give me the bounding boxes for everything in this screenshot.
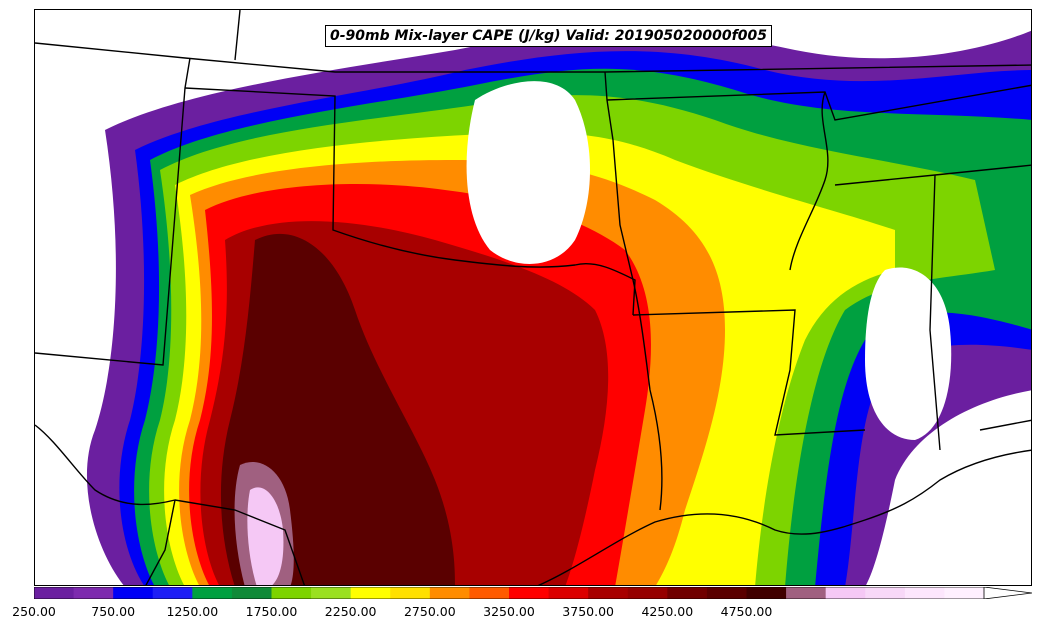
colorbar-segment: [627, 587, 668, 599]
colorbar: [34, 587, 1032, 599]
colorbar-segment: [390, 587, 431, 599]
colorbar-segment: [825, 587, 866, 599]
colorbar-segment: [34, 587, 75, 599]
colorbar-segment: [271, 587, 312, 599]
colorbar-segment: [469, 587, 510, 599]
colorbar-extend-triangle: [983, 587, 1032, 599]
colorbar-segment: [429, 587, 470, 599]
colorbar-segment: [192, 587, 233, 599]
colorbar-segment: [588, 587, 629, 599]
colorbar-tick-label: 2750.00: [403, 604, 456, 619]
low-cape-region-ar: [865, 267, 952, 440]
colorbar-segment: [231, 587, 272, 599]
colorbar-tick-label: 750.00: [91, 604, 136, 619]
cape-contours: [86, 30, 1031, 585]
colorbar-tick-labels: 250.00 750.00 1250.00 1750.00 2250.00 2750.00…: [0, 604, 1042, 624]
colorbar-segment: [904, 587, 945, 599]
colorbar-tick-label: 3250.00: [483, 604, 535, 619]
colorbar-tick-label: 250.00: [12, 604, 56, 619]
colorbar-segment: [311, 587, 352, 599]
colorbar-segment: [746, 587, 787, 599]
colorbar-segment: [865, 587, 906, 599]
cape-map: 0-90mb Mix-layer CAPE (J/kg) Valid: 2019…: [34, 9, 1032, 586]
colorbar-segment: [667, 587, 708, 599]
state-boundaries: [35, 10, 1031, 585]
colorbar-segment: [73, 587, 114, 599]
colorbar-segment: [548, 587, 589, 599]
colorbar-segment: [113, 587, 154, 599]
colorbar-tick-label: 3750.00: [562, 604, 615, 619]
cape-contour-4000: [247, 487, 284, 585]
colorbar-segment: [706, 587, 747, 599]
colorbar-tick-label: 4250.00: [641, 604, 694, 619]
colorbar-segment: [944, 587, 985, 599]
map-title: 0-90mb Mix-layer CAPE (J/kg) Valid: 2019…: [325, 25, 772, 47]
colorbar-segment: [786, 587, 827, 599]
colorbar-tick-label: 2250.00: [324, 604, 377, 619]
colorbar-tick-label: 1750.00: [245, 604, 298, 619]
low-cape-region-ok: [466, 81, 590, 264]
colorbar-tick-label: 4750.00: [720, 604, 773, 619]
cape-field-svg: [35, 10, 1031, 585]
colorbar-tick-label: 1250.00: [166, 604, 219, 619]
colorbar-segment: [509, 587, 550, 599]
colorbar-segment: [350, 587, 391, 599]
colorbar-segment: [152, 587, 193, 599]
